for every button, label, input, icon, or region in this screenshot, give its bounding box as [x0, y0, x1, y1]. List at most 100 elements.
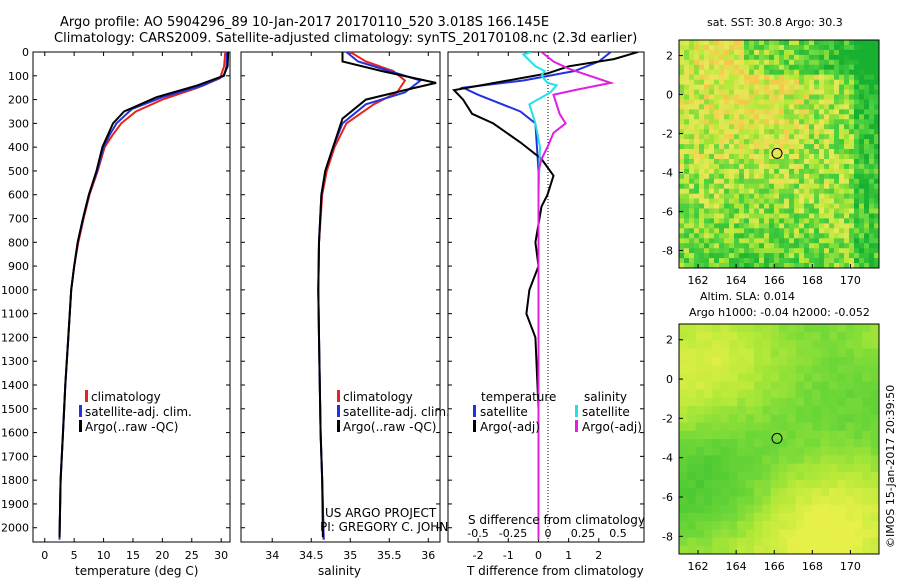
heatmap-cell [809, 45, 815, 51]
heatmap-cell [745, 422, 755, 432]
sla-map: Altim. SLA: 0.014 Argo h1000: -0.04 h200… [662, 290, 880, 573]
heatmap-cell [809, 218, 815, 224]
heatmap-cell [819, 178, 825, 185]
heatmap-cell [709, 89, 715, 96]
heatmap-cell [684, 79, 690, 86]
heatmap-cell [712, 496, 722, 506]
heatmap-cell [779, 488, 788, 498]
heatmap-cell [739, 183, 745, 190]
heatmap-cell [764, 139, 770, 145]
heatmap-cell [699, 198, 705, 205]
heatmap-cell [694, 243, 700, 249]
heatmap-cell [874, 104, 879, 110]
heatmap-cell [770, 340, 780, 350]
heatmap-cell [724, 188, 730, 195]
heatmap-cell [729, 348, 738, 358]
heatmap-cell [834, 163, 840, 170]
heatmap-cell [704, 40, 710, 46]
heatmap-cell [729, 213, 735, 220]
heatmap-cell [759, 198, 765, 205]
heatmap-cell [779, 40, 785, 46]
heatmap-cell [854, 218, 860, 224]
heatmap-cell [719, 173, 725, 180]
heatmap-cell [679, 154, 685, 160]
heatmap-cell [837, 356, 847, 366]
heatmap-cell [829, 223, 835, 229]
heatmap-cell [684, 40, 690, 46]
heatmap-cell [687, 480, 697, 489]
heatmap-cell [864, 238, 870, 244]
heatmap-cell [695, 332, 705, 341]
heatmap-cell [704, 104, 710, 110]
heatmap-cell [854, 198, 860, 205]
heatmap-cell [854, 228, 860, 234]
heatmap-cell [709, 134, 715, 140]
heatmap-cell [844, 69, 850, 76]
heatmap-cell [787, 356, 797, 366]
heatmap-cell [734, 173, 740, 180]
heatmap-cell [870, 471, 879, 481]
heatmap-cell [854, 324, 863, 333]
heatmap-cell [754, 124, 760, 130]
heatmap-cell [774, 79, 780, 86]
heatmap-cell [719, 59, 725, 66]
heatmap-cell [837, 389, 847, 399]
heatmap-cell [749, 154, 755, 160]
heatmap-cell [870, 348, 879, 358]
heatmap-cell [689, 218, 695, 224]
heatmap-cell [864, 79, 870, 86]
heatmap-cell [859, 114, 865, 120]
heatmap-cell [739, 223, 745, 229]
heatmap-cell [784, 84, 790, 91]
heatmap-cell [687, 463, 697, 473]
heatmap-cell [712, 324, 722, 333]
heatmap-cell [739, 119, 745, 125]
heatmap-cell [694, 49, 700, 56]
legend-label-argo: Argo(..raw -QC) [85, 420, 178, 434]
heatmap-cell [774, 253, 780, 259]
heatmap-cell [749, 228, 755, 234]
heatmap-cell [745, 463, 755, 473]
heatmap-cell [695, 463, 705, 473]
heatmap-cell [739, 104, 745, 110]
heatmap-cell [787, 480, 797, 489]
heatmap-cell [737, 373, 747, 383]
heatmap-cell [787, 324, 797, 333]
heatmap-cell [779, 74, 785, 81]
heatmap-cell [759, 134, 765, 140]
heatmap-cell [844, 163, 850, 170]
heatmap-cell [787, 422, 797, 432]
heatmap-cell [729, 381, 738, 391]
heatmap-cell [719, 228, 725, 234]
heatmap-cell [744, 258, 750, 264]
heatmap-cell [719, 208, 725, 215]
heatmap-cell [770, 406, 780, 415]
heatmap-cell [819, 74, 825, 81]
heatmap-cell [687, 529, 697, 539]
heatmap-cell [749, 193, 755, 200]
heatmap-cell [869, 183, 875, 190]
heatmap-cell [779, 422, 788, 432]
heatmap-cell [704, 99, 710, 106]
heatmap-cell [720, 381, 730, 391]
heatmap-cell [844, 188, 850, 195]
heatmap-cell [754, 69, 760, 76]
heatmap-cell [829, 340, 838, 350]
heatmap-cell [687, 397, 697, 407]
heatmap-cell [770, 414, 780, 424]
heatmap-cell [864, 233, 870, 239]
heatmap-cell [724, 178, 730, 185]
heatmap-cell [714, 203, 720, 210]
heatmap-cell [679, 183, 685, 190]
heatmap-cell [749, 218, 755, 224]
heatmap-cell [794, 208, 800, 215]
heatmap-cell [829, 193, 835, 200]
heatmap-cell [754, 258, 760, 264]
heatmap-cell [744, 109, 750, 115]
heatmap-cell [754, 213, 760, 220]
heatmap-cell [679, 243, 685, 249]
heatmap-cell [694, 54, 700, 61]
heatmap-cell [874, 238, 879, 244]
heatmap-cell [844, 183, 850, 190]
heatmap-cell [854, 455, 863, 465]
